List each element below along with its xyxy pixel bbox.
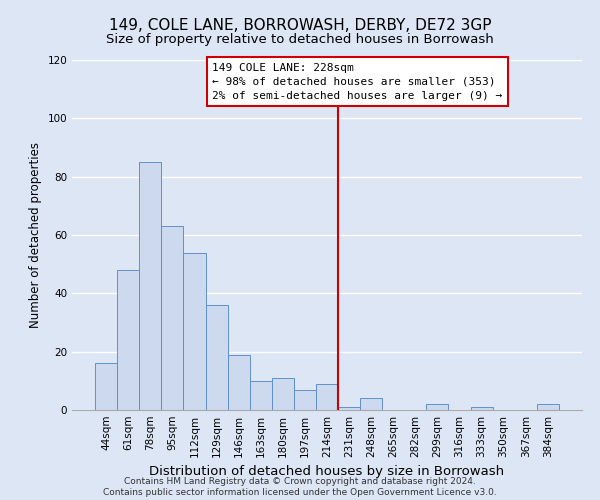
Text: 149 COLE LANE: 228sqm
← 98% of detached houses are smaller (353)
2% of semi-deta: 149 COLE LANE: 228sqm ← 98% of detached … <box>212 63 502 101</box>
Text: 149, COLE LANE, BORROWASH, DERBY, DE72 3GP: 149, COLE LANE, BORROWASH, DERBY, DE72 3… <box>109 18 491 32</box>
Bar <box>95 364 117 410</box>
Text: Contains public sector information licensed under the Open Government Licence v3: Contains public sector information licen… <box>103 488 497 497</box>
Y-axis label: Number of detached properties: Number of detached properties <box>29 142 42 328</box>
X-axis label: Distribution of detached houses by size in Borrowash: Distribution of detached houses by size … <box>149 466 505 478</box>
Bar <box>272 378 294 410</box>
Text: Size of property relative to detached houses in Borrowash: Size of property relative to detached ho… <box>106 32 494 46</box>
Bar <box>227 354 250 410</box>
Bar <box>360 398 382 410</box>
Bar <box>316 384 338 410</box>
Bar <box>161 226 184 410</box>
Bar <box>338 407 360 410</box>
Bar <box>427 404 448 410</box>
Bar <box>184 252 206 410</box>
Bar <box>470 407 493 410</box>
Bar <box>294 390 316 410</box>
Bar <box>117 270 139 410</box>
Bar <box>537 404 559 410</box>
Bar <box>250 381 272 410</box>
Text: Contains HM Land Registry data © Crown copyright and database right 2024.: Contains HM Land Registry data © Crown c… <box>124 477 476 486</box>
Bar <box>206 305 227 410</box>
Bar <box>139 162 161 410</box>
